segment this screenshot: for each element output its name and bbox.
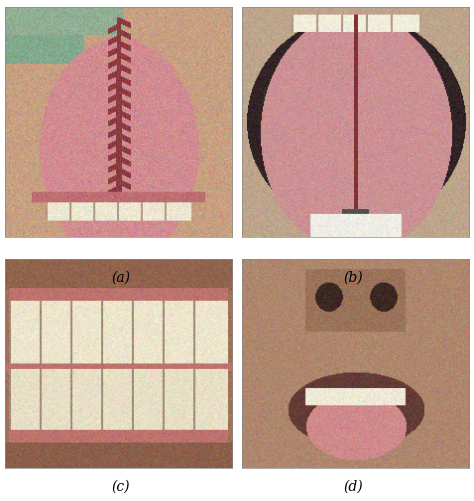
Text: (a): (a) — [111, 270, 130, 284]
Text: (d): (d) — [343, 479, 363, 493]
Text: (c): (c) — [111, 479, 130, 493]
Text: (b): (b) — [343, 270, 363, 284]
